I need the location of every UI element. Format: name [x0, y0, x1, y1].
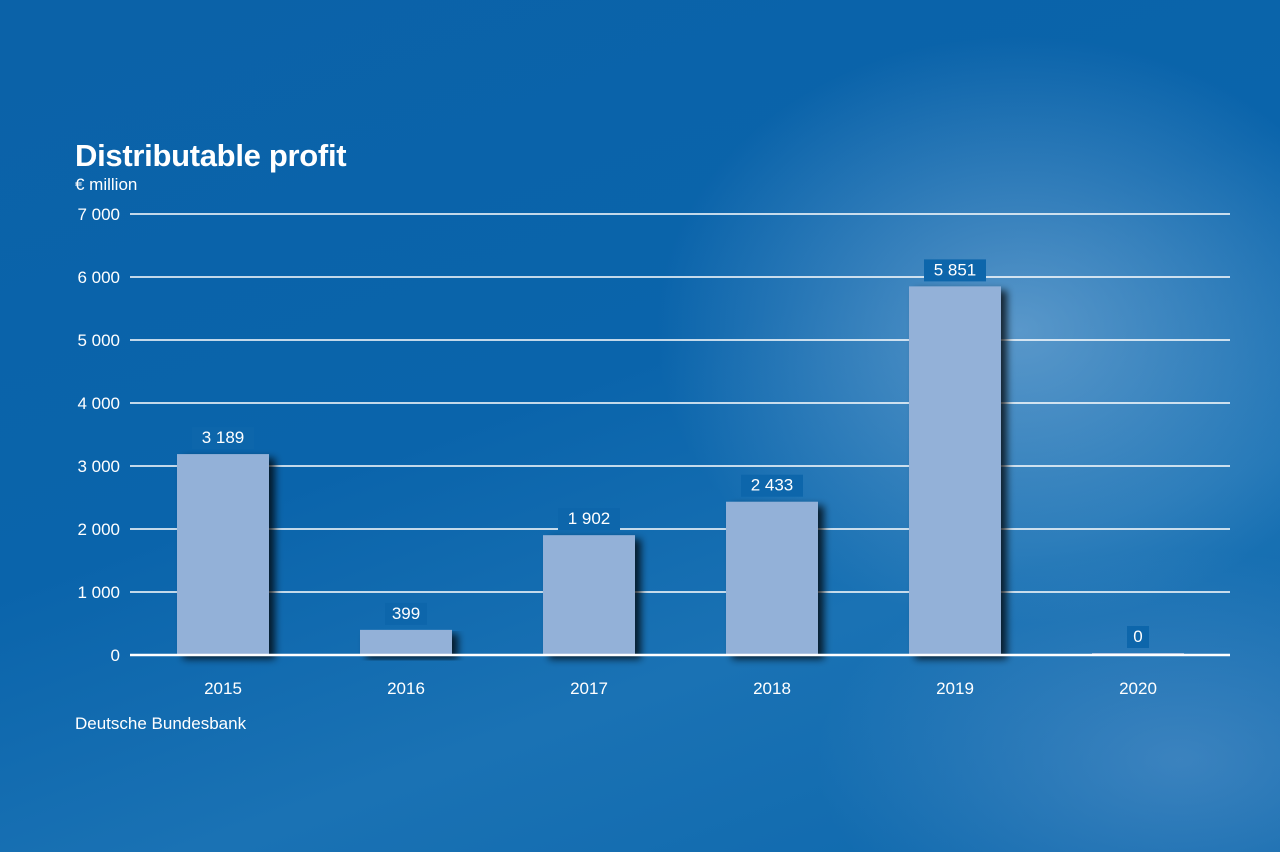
gridlines [130, 213, 1230, 593]
chart-title: Distributable profit [75, 138, 347, 173]
data-label-backdrop [192, 427, 254, 450]
data-label: 399 [392, 604, 420, 623]
bar [177, 454, 269, 655]
y-tick-label: 5 000 [77, 331, 120, 350]
data-label-backdrop [1127, 626, 1149, 648]
x-tick-label: 2020 [1119, 679, 1157, 698]
x-tick-label: 2015 [204, 679, 242, 698]
x-tick-label: 2016 [387, 679, 425, 698]
source-note: Deutsche Bundesbank [75, 714, 247, 733]
y-axis-ticks: 0 1 000 2 000 3 000 4 000 5 000 6 000 7 000 [77, 205, 120, 665]
y-tick-label: 4 000 [77, 394, 120, 413]
data-label-backdrop [741, 474, 803, 497]
bars [177, 286, 1184, 655]
data-label: 5 851 [934, 260, 977, 279]
x-axis-ticks: 2015 2016 2017 2018 2019 2020 [130, 653, 1230, 698]
bar [543, 535, 635, 655]
bar [909, 286, 1001, 655]
y-tick-label: 7 000 [77, 205, 120, 224]
data-label-backdrop [385, 602, 427, 625]
data-label: 1 902 [568, 509, 611, 528]
data-labels: 3 189 399 1 902 2 433 5 851 0 [192, 259, 1149, 648]
y-tick-label: 1 000 [77, 583, 120, 602]
bar [726, 501, 818, 655]
bar [360, 629, 452, 655]
x-tick-label: 2018 [753, 679, 791, 698]
data-label-backdrop [924, 259, 986, 282]
y-tick-label: 6 000 [77, 268, 120, 287]
data-label: 3 189 [202, 428, 245, 447]
unit-label: € million [75, 175, 138, 194]
y-tick-label: 3 000 [77, 457, 120, 476]
y-tick-label: 2 000 [77, 520, 120, 539]
x-tick-label: 2017 [570, 679, 608, 698]
x-tick-label: 2019 [936, 679, 974, 698]
data-label: 0 [1133, 627, 1142, 646]
y-tick-label: 0 [111, 646, 120, 665]
data-label: 2 433 [751, 476, 794, 495]
data-label-backdrop [558, 508, 620, 531]
